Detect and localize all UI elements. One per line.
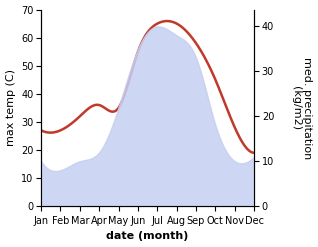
Y-axis label: med. precipitation
(kg/m2): med. precipitation (kg/m2) (291, 57, 313, 159)
Y-axis label: max temp (C): max temp (C) (5, 69, 16, 146)
X-axis label: date (month): date (month) (107, 231, 189, 242)
